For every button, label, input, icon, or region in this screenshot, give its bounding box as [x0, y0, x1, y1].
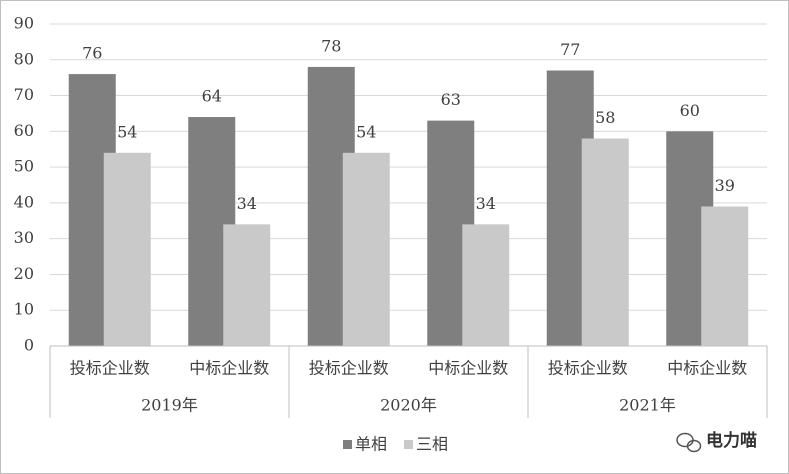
x-tick-label: 中标企业数 [189, 359, 269, 378]
y-tick-label: 50 [14, 157, 34, 176]
bar [581, 138, 629, 346]
group-label: 2019年 [141, 396, 198, 415]
y-tick-label: 60 [14, 121, 34, 140]
group-label: 2021年 [619, 396, 676, 415]
value-label: 64 [202, 87, 222, 106]
bar [701, 206, 749, 346]
value-label: 63 [441, 90, 461, 109]
y-tick-label: 80 [14, 49, 34, 68]
x-tick-label: 中标企业数 [667, 359, 747, 378]
watermark-icon [676, 432, 702, 453]
group-label: 2020年 [380, 396, 437, 415]
value-label: 34 [237, 194, 257, 213]
y-tick-label: 40 [14, 192, 34, 211]
x-tick-label: 中标企业数 [428, 359, 508, 378]
value-label: 54 [117, 122, 137, 141]
legend-swatch [404, 440, 413, 449]
x-tick-label: 投标企业数 [548, 359, 628, 378]
y-tick-label: 30 [14, 228, 34, 247]
y-tick-label: 90 [14, 14, 34, 33]
y-tick-label: 70 [14, 85, 34, 104]
x-tick-label: 投标企业数 [309, 359, 389, 378]
value-label: 34 [476, 194, 496, 213]
value-label: 60 [680, 101, 700, 120]
y-tick-label: 10 [14, 300, 34, 319]
value-label: 39 [715, 176, 735, 195]
x-tick-label: 投标企业数 [70, 359, 150, 378]
watermark: 电力喵 [706, 430, 757, 451]
bar [462, 224, 510, 346]
value-label: 54 [356, 122, 376, 141]
value-label: 76 [82, 44, 102, 63]
y-tick-label: 0 [24, 336, 34, 355]
legend-label: 单相 [355, 435, 387, 454]
value-label: 77 [560, 40, 580, 59]
value-label: 78 [321, 36, 341, 55]
legend-label: 三相 [416, 435, 448, 454]
bar [103, 152, 151, 346]
bar [342, 152, 390, 346]
y-tick-label: 20 [14, 264, 34, 283]
value-label: 58 [595, 108, 615, 127]
bar [223, 224, 271, 346]
legend-swatch [343, 440, 352, 449]
